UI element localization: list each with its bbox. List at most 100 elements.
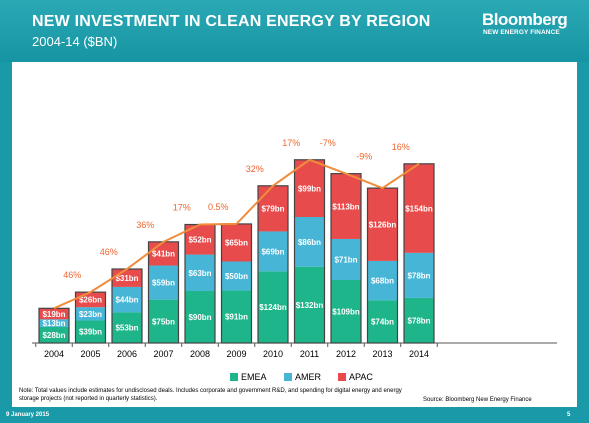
bar-emea-2004 [39, 326, 69, 343]
footnote: Note: Total values include estimates for… [19, 388, 402, 402]
data-label-amer-2009: $50bn [225, 272, 248, 281]
growth-label-2011: 17% [282, 138, 300, 148]
growth-trend-line [53, 158, 420, 310]
source-note: Source: Bloomberg New Energy Finance [423, 397, 532, 403]
stacked-bar-chart: $28bn $13bn$19bn 2004 $39bn $23bn $26bn 2005 $5… [32, 138, 557, 382]
data-label-apac-2009: $65bn [225, 239, 248, 248]
bar-amer-2011 [294, 216, 325, 267]
bar-amer-2009 [221, 261, 252, 291]
x-tick-label-2012: 2012 [336, 349, 356, 359]
bar-amer-2014 [404, 252, 434, 298]
bar-emea-2011 [294, 266, 325, 343]
bar-emea-2007 [148, 299, 179, 343]
bar-apac-2010 [258, 185, 288, 232]
data-label-amer-2010: $69bn [261, 247, 284, 256]
bar-amer-2013 [367, 260, 398, 301]
data-label-amer-2004: $13bn [42, 319, 65, 328]
data-label-emea-2014: $78bn [407, 316, 430, 325]
x-tick-label-2007: 2007 [153, 349, 173, 359]
growth-label-2008: 17% [173, 203, 191, 213]
x-tick-label-2008: 2008 [190, 349, 210, 359]
x-tick-label-2014: 2014 [409, 349, 429, 359]
bar-apac-2011 [294, 159, 325, 217]
data-label-emea-2013: $74bn [371, 318, 394, 327]
data-label-apac-2008: $52bn [188, 236, 211, 245]
growth-label-2010: 32% [246, 164, 264, 174]
data-label-amer-2008: $63bn [188, 269, 211, 278]
brand-subtitle: NEW ENERGY FINANCE [483, 29, 560, 36]
bar-amer-2010 [258, 231, 288, 272]
data-label-amer-2006: $44bn [115, 296, 138, 305]
legend-label-emea: EMEA [241, 372, 267, 382]
data-label-amer-2014: $78bn [407, 271, 430, 280]
data-label-apac-2013: $126bn [369, 221, 397, 230]
page-number: 5 [567, 412, 571, 418]
bar-amer-2005 [75, 307, 106, 321]
data-label-emea-2008: $90bn [188, 313, 211, 322]
footer-date: 9 January 2015 [6, 412, 50, 418]
data-label-emea-2009: $91bn [225, 313, 248, 322]
data-label-apac-2014: $154bn [405, 204, 433, 213]
x-tick-label-2010: 2010 [263, 349, 283, 359]
x-tick-label-2013: 2013 [372, 349, 392, 359]
legend-swatch-apac [338, 373, 346, 381]
data-label-apac-2011: $99bn [298, 184, 321, 193]
data-label-amer-2005: $23bn [79, 310, 102, 319]
data-label-amer-2013: $68bn [371, 277, 394, 286]
bar-amer-2004 [39, 319, 69, 327]
bar-apac-2012 [331, 173, 361, 239]
bar-emea-2012 [331, 279, 361, 343]
bar-emea-2010 [258, 271, 288, 343]
x-tick-label-2005: 2005 [80, 349, 100, 359]
growth-label-2013: -9% [356, 152, 372, 162]
data-label-emea-2012: $109bn [332, 307, 360, 316]
data-label-emea-2010: $124bn [259, 303, 287, 312]
legend-swatch-emea [230, 373, 238, 381]
data-label-amer-2007: $59bn [152, 279, 175, 288]
data-label-emea-2005: $39bn [79, 328, 102, 337]
bar-apac-2009 [221, 223, 252, 262]
legend-swatch-amer [284, 373, 292, 381]
growth-label-2014: 16% [392, 142, 410, 152]
data-label-amer-2011: $86bn [298, 238, 321, 247]
bar-apac-2013 [367, 188, 398, 261]
bar-emea-2008 [185, 290, 215, 343]
bar-emea-2014 [404, 297, 434, 343]
data-label-emea-2006: $53bn [115, 324, 138, 333]
bar-amer-2007 [148, 265, 179, 300]
page-title: NEW INVESTMENT IN CLEAN ENERGY BY REGION [32, 13, 431, 30]
data-label-amer-2012: $71bn [334, 255, 357, 264]
legend-label-amer: AMER [295, 372, 322, 382]
data-label-emea-2011: $132bn [296, 301, 324, 310]
legend-label-apac: APAC [349, 372, 373, 382]
data-label-apac-2010: $79bn [261, 205, 284, 214]
bar-emea-2006 [112, 312, 142, 343]
data-label-apac-2012: $113bn [332, 202, 359, 211]
growth-label-2005: 46% [63, 270, 81, 280]
page-subtitle: 2004-14 ($BN) [32, 34, 118, 49]
bar-amer-2012 [331, 238, 361, 280]
data-label-emea-2007: $75bn [152, 317, 175, 326]
bar-apac-2014 [404, 163, 434, 253]
bar-emea-2005 [75, 320, 106, 343]
growth-label-2012: -7% [320, 138, 336, 148]
data-label-emea-2004: $28bn [42, 331, 65, 340]
data-label-apac-2007: $41bn [152, 250, 175, 259]
bar-emea-2013 [367, 300, 398, 343]
x-tick-label-2006: 2006 [117, 349, 137, 359]
bar-emea-2009 [221, 290, 252, 343]
header-band [0, 0, 589, 62]
data-label-apac-2005: $26bn [79, 296, 102, 305]
growth-label-2007: 36% [136, 220, 154, 230]
bar-amer-2008 [185, 254, 215, 291]
x-tick-label-2009: 2009 [226, 349, 246, 359]
bar-apac-2004 [39, 308, 69, 320]
brand-logo: Bloomberg [482, 10, 568, 29]
x-tick-label-2011: 2011 [300, 349, 319, 359]
growth-label-2006: 46% [100, 247, 118, 257]
footer-bar [0, 407, 589, 423]
bar-amer-2006 [112, 286, 142, 313]
data-label-apac-2004: $19bn [42, 310, 65, 319]
growth-label-2009: 0.5% [208, 202, 229, 212]
chart-panel: $28bn $13bn $19bn 2004 $39bn $23bn $26bn 2005 $5… [12, 62, 577, 407]
